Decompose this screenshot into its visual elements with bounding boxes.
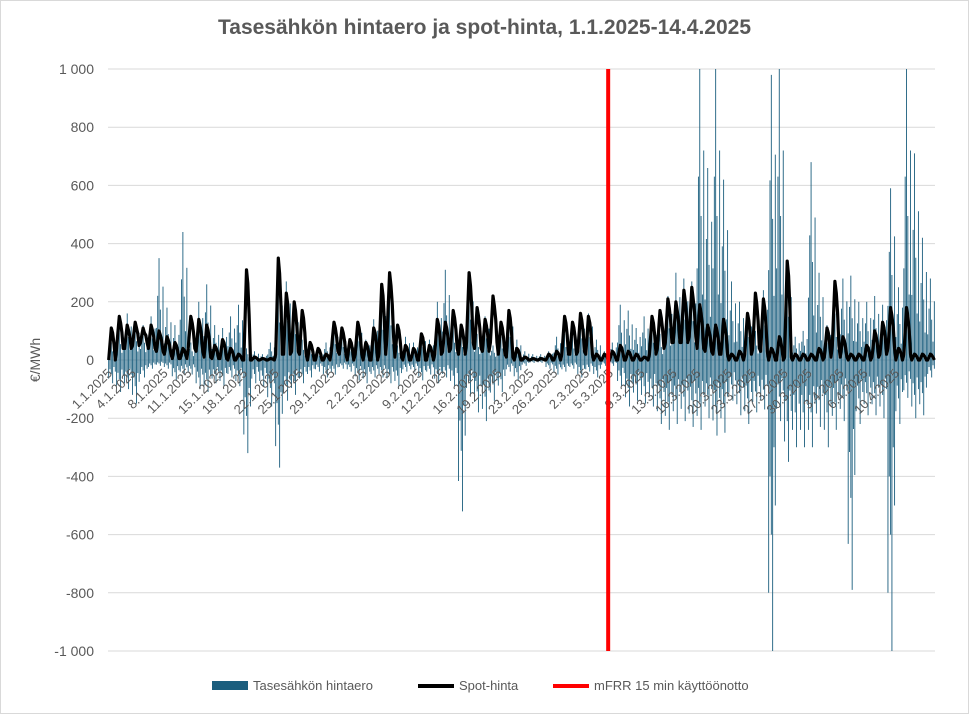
y-tick-label: 800 bbox=[71, 119, 95, 135]
legend-item-mfrr: mFRR 15 min käyttöönotto bbox=[553, 678, 749, 693]
legend-swatch-spot bbox=[418, 683, 454, 688]
legend-label-mfrr: mFRR 15 min käyttöönotto bbox=[594, 678, 749, 693]
spot-price-line bbox=[107, 256, 936, 362]
legend-swatch-bar bbox=[212, 681, 248, 690]
legend-swatch-mfrr bbox=[553, 683, 589, 688]
chart-title: Tasesähkön hintaero ja spot-hinta, 1.1.2… bbox=[218, 16, 751, 39]
legend-label-balance-price-diff: Tasesähkön hintaero bbox=[253, 678, 373, 693]
legend-label-spot-price: Spot-hinta bbox=[459, 678, 519, 693]
y-tick-label: -800 bbox=[66, 585, 94, 601]
y-tick-label: 400 bbox=[71, 236, 95, 252]
y-tick-label: 200 bbox=[71, 294, 95, 310]
y-tick-label: 600 bbox=[71, 177, 95, 193]
y-tick-label: -200 bbox=[66, 410, 94, 426]
legend-item-spot-price: Spot-hinta bbox=[418, 678, 518, 693]
y-tick-label: 1 000 bbox=[59, 61, 94, 77]
y-tick-label: -600 bbox=[66, 527, 94, 543]
y-tick-label: -1 000 bbox=[54, 643, 94, 659]
y-tick-label: 0 bbox=[86, 352, 94, 368]
legend-item-balance-price-diff: Tasesähkön hintaero bbox=[212, 678, 373, 693]
legend: Tasesähkön hintaero Spot-hinta mFRR 15 m… bbox=[0, 678, 969, 696]
y-tick-label: -400 bbox=[66, 468, 94, 484]
y-axis-label: €/MWh bbox=[27, 338, 43, 382]
